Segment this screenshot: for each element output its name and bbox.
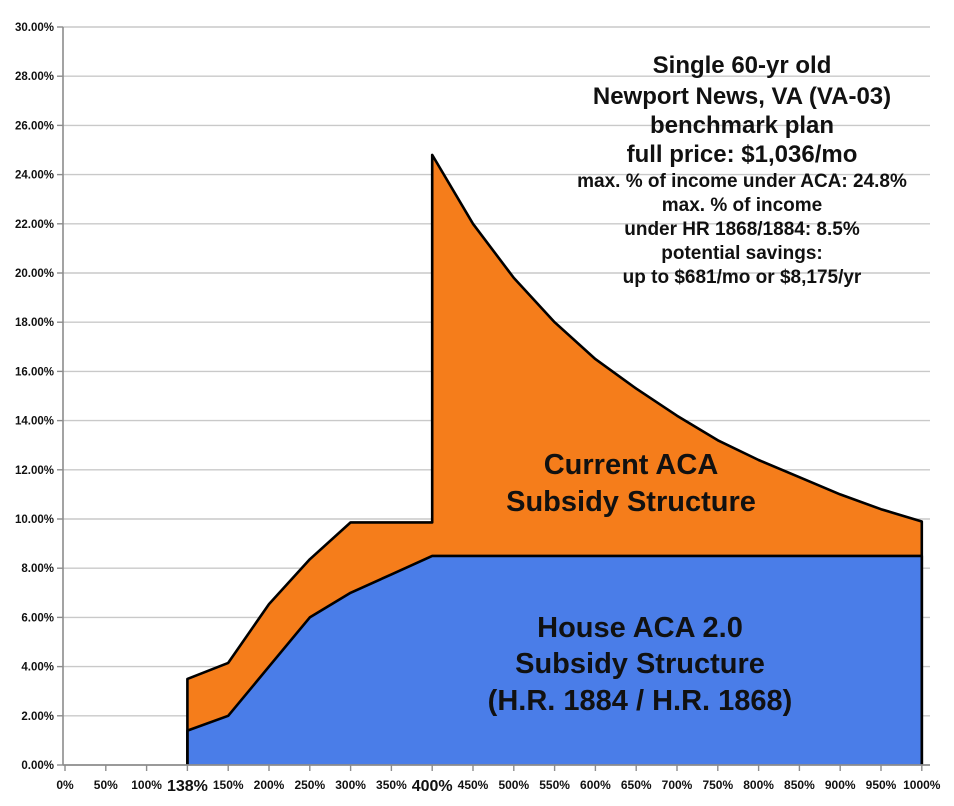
x-tick-label: 350% — [376, 778, 407, 792]
annotation-line: benchmark plan — [650, 112, 834, 139]
x-tick-label: 300% — [335, 778, 366, 792]
series-label-line: Subsidy Structure — [506, 486, 756, 518]
x-tick-label: 200% — [254, 778, 285, 792]
y-tick-label: 2.00% — [21, 711, 54, 723]
x-tick-label: 800% — [743, 778, 774, 792]
y-tick-label: 22.00% — [15, 219, 54, 231]
annotation-line: up to $681/mo or $8,175/yr — [623, 267, 862, 288]
series-label-current-aca: Current ACA Subsidy Structure — [506, 449, 756, 518]
series-label-line: House ACA 2.0 — [537, 612, 743, 644]
series-label-line: Current ACA — [544, 449, 719, 481]
annotation-line: Single 60-yr old — [653, 52, 832, 79]
x-tick-label: 550% — [539, 778, 570, 792]
x-tick-label: 250% — [294, 778, 325, 792]
annotation-line: under HR 1868/1884: 8.5% — [624, 219, 860, 240]
x-tick-label: 450% — [458, 778, 489, 792]
y-tick-label: 28.00% — [15, 71, 54, 83]
x-axis-labels: 0% 50% 100% 138% 150% 200% 250% 300% 350% 400% 450… — [56, 765, 941, 795]
x-tick-label: 700% — [662, 778, 693, 792]
annotation-line: max. % of income under ACA: 24.8% — [577, 171, 907, 192]
x-tick-label: 100% — [131, 778, 162, 792]
y-tick-label: 6.00% — [21, 612, 54, 624]
y-tick-label: 16.00% — [15, 366, 54, 378]
y-tick-label: 18.00% — [15, 317, 54, 329]
house-aca-outline — [186, 554, 924, 765]
x-tick-label: 400% — [412, 778, 453, 795]
y-tick-label: 14.00% — [15, 416, 54, 428]
series-label-house-aca: House ACA 2.0 Subsidy Structure (H.R. 18… — [488, 612, 793, 717]
chart-areas — [186, 153, 924, 765]
y-tick-label: 26.00% — [15, 120, 54, 132]
annotation-line: potential savings: — [661, 243, 823, 264]
x-tick-label: 500% — [498, 778, 529, 792]
annotation-block: Single 60-yr old Newport News, VA (VA-03… — [577, 52, 907, 288]
axes — [62, 27, 930, 766]
x-tick-label: 900% — [825, 778, 856, 792]
y-tick-label: 30.00% — [15, 22, 54, 34]
y-tick-label: 24.00% — [15, 170, 54, 182]
x-tick-label: 850% — [784, 778, 815, 792]
y-tick-label: 12.00% — [15, 465, 54, 477]
x-tick-label: 650% — [621, 778, 652, 792]
x-tick-label: 1000% — [903, 778, 941, 792]
x-tick-label: 950% — [866, 778, 897, 792]
y-axis-labels: 0.00% 2.00% 4.00% 6.00% 8.00% 10.00% 12.00% 14.… — [15, 22, 54, 772]
annotation-line: Newport News, VA (VA-03) — [593, 83, 891, 110]
y-tick-label: 0.00% — [21, 760, 54, 772]
x-tick-label: 50% — [94, 778, 118, 792]
y-tick-label: 8.00% — [21, 563, 54, 575]
x-tick-label: 138% — [167, 778, 208, 795]
y-tick-label: 4.00% — [21, 662, 54, 674]
annotation-line: full price: $1,036/mo — [627, 141, 858, 168]
y-tick-label: 10.00% — [15, 514, 54, 526]
series-label-line: (H.R. 1884 / H.R. 1868) — [488, 685, 793, 717]
annotation-line: max. % of income — [662, 195, 823, 216]
x-tick-label: 600% — [580, 778, 611, 792]
series-label-line: Subsidy Structure — [515, 648, 765, 680]
y-tick-label: 20.00% — [15, 268, 54, 280]
house-aca-area — [187, 555, 922, 765]
current-aca-outline — [186, 153, 924, 765]
x-tick-label: 150% — [213, 778, 244, 792]
x-tick-label: 0% — [56, 778, 74, 792]
x-tick-label: 750% — [702, 778, 733, 792]
